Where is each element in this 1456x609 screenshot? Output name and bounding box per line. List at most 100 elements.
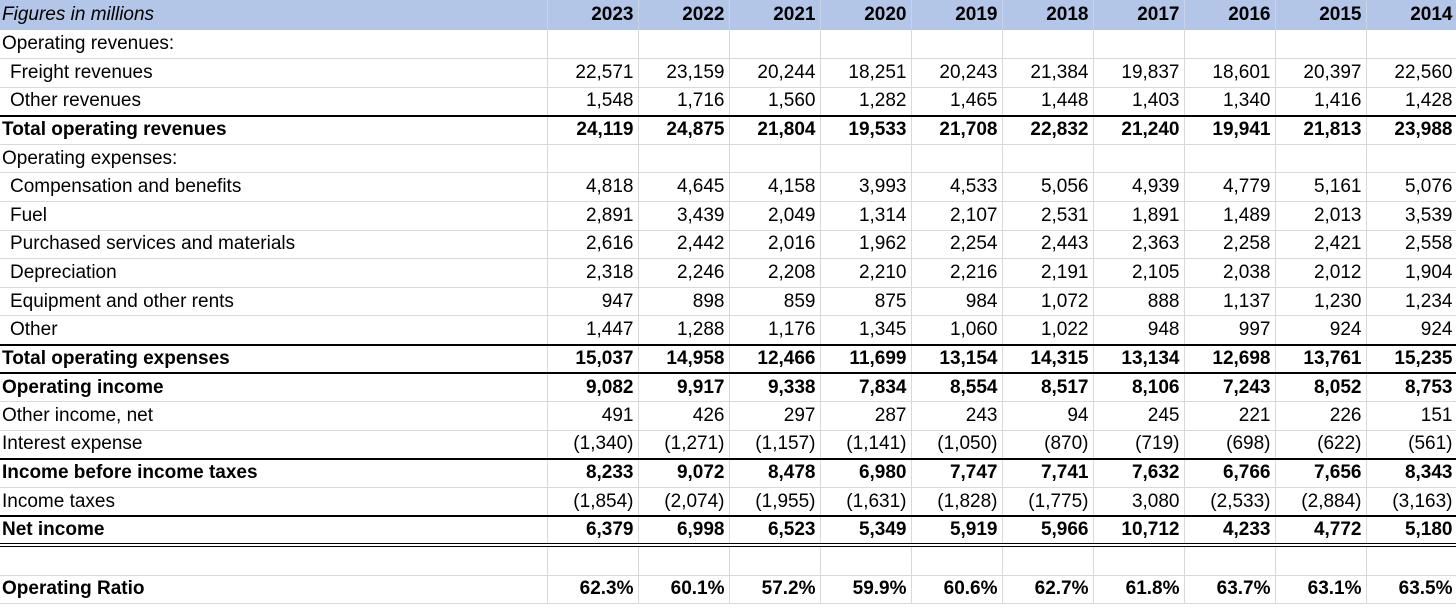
value-cell[interactable]: 18,601 [1184, 58, 1276, 88]
value-cell[interactable]: 18,251 [820, 58, 912, 88]
value-cell[interactable] [547, 30, 639, 60]
value-cell[interactable] [729, 545, 821, 576]
value-cell[interactable]: 23,988 [1366, 114, 1456, 145]
row-label[interactable]: Other income, net [0, 401, 548, 431]
value-cell[interactable]: 24,119 [547, 114, 639, 145]
value-cell[interactable]: 10,712 [1093, 515, 1185, 548]
value-cell[interactable]: 6,766 [1184, 457, 1276, 488]
value-cell[interactable]: 1,465 [911, 87, 1003, 117]
value-cell[interactable]: 9,917 [638, 372, 730, 403]
value-cell[interactable] [638, 144, 730, 174]
value-cell[interactable] [911, 545, 1003, 576]
value-cell[interactable]: 1,447 [547, 315, 639, 346]
value-cell[interactable]: (1,271) [638, 430, 730, 460]
value-cell[interactable]: 226 [1275, 401, 1367, 431]
value-cell[interactable]: 9,082 [547, 372, 639, 403]
value-cell[interactable]: 875 [820, 287, 912, 317]
units-note[interactable]: Figures in millions [0, 0, 548, 30]
row-label[interactable]: Net income [0, 515, 548, 548]
value-cell[interactable]: 151 [1366, 401, 1456, 431]
value-cell[interactable] [1275, 545, 1367, 576]
value-cell[interactable]: (1,157) [729, 430, 821, 460]
value-cell[interactable]: 8,554 [911, 372, 1003, 403]
value-cell[interactable]: (1,828) [911, 487, 1003, 517]
value-cell[interactable]: 1,340 [1184, 87, 1276, 117]
value-cell[interactable]: 8,106 [1093, 372, 1185, 403]
value-cell[interactable]: 8,233 [547, 457, 639, 488]
value-cell[interactable]: 19,941 [1184, 114, 1276, 145]
value-cell[interactable]: 2,442 [638, 230, 730, 260]
value-cell[interactable] [1002, 30, 1094, 60]
value-cell[interactable]: 11,699 [820, 343, 912, 374]
value-cell[interactable] [1366, 144, 1456, 174]
row-label[interactable]: Income before income taxes [0, 457, 548, 488]
value-cell[interactable]: 5,161 [1275, 172, 1367, 203]
value-cell[interactable]: 2,258 [1184, 230, 1276, 260]
value-cell[interactable]: 4,158 [729, 172, 821, 203]
value-cell[interactable]: 426 [638, 401, 730, 431]
row-label[interactable]: Operating expenses: [0, 144, 548, 174]
value-cell[interactable]: 5,966 [1002, 515, 1094, 548]
row-label[interactable]: Freight revenues [0, 58, 548, 88]
value-cell[interactable]: (1,631) [820, 487, 912, 517]
value-cell[interactable]: 287 [820, 401, 912, 431]
value-cell[interactable]: 2,318 [547, 258, 639, 288]
value-cell[interactable]: 24,875 [638, 114, 730, 145]
year-header[interactable]: 2018 [1002, 0, 1094, 30]
value-cell[interactable]: 7,747 [911, 457, 1003, 488]
value-cell[interactable]: 5,919 [911, 515, 1003, 548]
year-header[interactable]: 2020 [820, 0, 912, 30]
value-cell[interactable]: 2,013 [1275, 201, 1367, 231]
value-cell[interactable]: 5,349 [820, 515, 912, 548]
value-cell[interactable]: (1,141) [820, 430, 912, 460]
value-cell[interactable] [1184, 144, 1276, 174]
row-label[interactable]: Equipment and other rents [0, 287, 548, 317]
value-cell[interactable] [547, 545, 639, 576]
value-cell[interactable]: 6,980 [820, 457, 912, 488]
value-cell[interactable]: 21,384 [1002, 58, 1094, 88]
value-cell[interactable] [1275, 30, 1367, 60]
value-cell[interactable]: 3,080 [1093, 487, 1185, 517]
value-cell[interactable]: 8,052 [1275, 372, 1367, 403]
value-cell[interactable]: 9,338 [729, 372, 821, 403]
value-cell[interactable]: 2,016 [729, 230, 821, 260]
value-cell[interactable]: 1,560 [729, 87, 821, 117]
value-cell[interactable]: 1,428 [1366, 87, 1456, 117]
value-cell[interactable]: 2,210 [820, 258, 912, 288]
value-cell[interactable]: 13,761 [1275, 343, 1367, 374]
value-cell[interactable]: 1,904 [1366, 258, 1456, 288]
value-cell[interactable]: 1,448 [1002, 87, 1094, 117]
value-cell[interactable]: 8,753 [1366, 372, 1456, 403]
value-cell[interactable]: 5,180 [1366, 515, 1456, 548]
value-cell[interactable]: 898 [638, 287, 730, 317]
value-cell[interactable]: 4,772 [1275, 515, 1367, 548]
value-cell[interactable]: 63.5% [1366, 575, 1456, 605]
value-cell[interactable]: 20,243 [911, 58, 1003, 88]
value-cell[interactable]: 984 [911, 287, 1003, 317]
value-cell[interactable]: (3,163) [1366, 487, 1456, 517]
value-cell[interactable]: 7,834 [820, 372, 912, 403]
value-cell[interactable]: 14,315 [1002, 343, 1094, 374]
value-cell[interactable]: 8,478 [729, 457, 821, 488]
value-cell[interactable]: 15,037 [547, 343, 639, 374]
value-cell[interactable] [1002, 144, 1094, 174]
value-cell[interactable]: (2,533) [1184, 487, 1276, 517]
value-cell[interactable] [1184, 545, 1276, 576]
value-cell[interactable]: 13,154 [911, 343, 1003, 374]
year-header[interactable]: 2021 [729, 0, 821, 30]
value-cell[interactable]: 1,345 [820, 315, 912, 346]
value-cell[interactable]: 61.8% [1093, 575, 1185, 605]
value-cell[interactable]: 14,958 [638, 343, 730, 374]
value-cell[interactable]: 997 [1184, 315, 1276, 346]
value-cell[interactable]: 2,107 [911, 201, 1003, 231]
value-cell[interactable]: (2,074) [638, 487, 730, 517]
value-cell[interactable]: 7,656 [1275, 457, 1367, 488]
value-cell[interactable]: 15,235 [1366, 343, 1456, 374]
value-cell[interactable]: (622) [1275, 430, 1367, 460]
value-cell[interactable]: 13,134 [1093, 343, 1185, 374]
value-cell[interactable]: 1,489 [1184, 201, 1276, 231]
value-cell[interactable]: 22,560 [1366, 58, 1456, 88]
row-label[interactable]: Income taxes [0, 487, 548, 517]
value-cell[interactable]: 60.1% [638, 575, 730, 605]
value-cell[interactable] [1275, 144, 1367, 174]
